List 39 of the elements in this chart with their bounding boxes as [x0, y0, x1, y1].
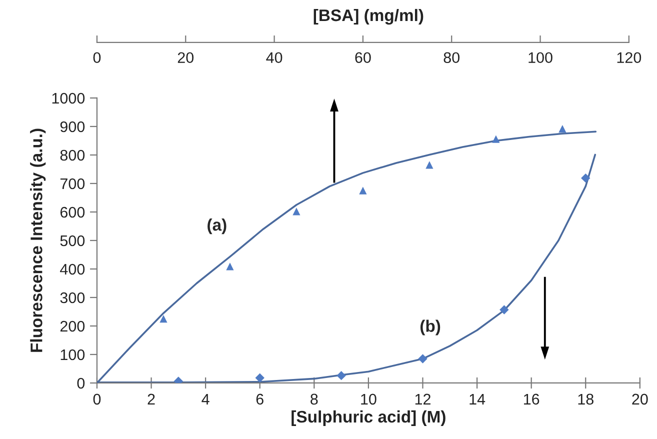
point — [255, 373, 264, 382]
x2-tick-label: 100 — [528, 52, 552, 64]
x-tick-label: 8 — [310, 394, 318, 405]
x-tick-label: 0 — [93, 394, 101, 405]
y-tick-label: 700 — [60, 178, 85, 190]
x-tick-label: 20 — [632, 394, 648, 405]
x-tick-label: 12 — [415, 394, 430, 404]
y-tick-label: 200 — [60, 320, 85, 332]
y-tick-label: 600 — [60, 206, 85, 218]
y-tick-label: 100 — [60, 349, 85, 360]
y-axis-title: Fluorescence Intensity (a.u.) — [30, 128, 46, 352]
x-tick-label: 14 — [470, 394, 486, 404]
y-tick-label: 500 — [60, 235, 85, 246]
x2-tick-label: 20 — [178, 52, 194, 64]
x-tick-label: 6 — [256, 394, 264, 405]
x2-tick-label: 80 — [444, 52, 460, 64]
x2-tick-label: 120 — [617, 52, 642, 64]
series-label: (b) — [420, 320, 440, 336]
point — [581, 173, 590, 183]
x-tick-label: 16 — [524, 394, 540, 405]
y-tick-label: 300 — [60, 292, 85, 304]
y-tick-label: 0 — [77, 378, 85, 389]
x-tick-label: 18 — [578, 394, 594, 405]
point — [336, 370, 346, 380]
x2-axis-title: [BSA] (mg/ml) — [314, 8, 424, 25]
y-tick-label: 400 — [60, 264, 85, 275]
y-tick-label: 1000 — [52, 92, 85, 104]
x2-tick-label: 40 — [266, 52, 282, 64]
x2-tick-label: 60 — [355, 52, 371, 64]
y-tick-label: 900 — [60, 121, 85, 132]
x-tick-label: 4 — [202, 394, 210, 404]
x2-tick-label: 0 — [93, 52, 101, 64]
x-tick-label: 2 — [148, 394, 155, 404]
series-label: (a) — [208, 218, 226, 234]
x-tick-label: 10 — [361, 394, 376, 405]
point — [418, 354, 428, 364]
x-axis-title: [Sulphuric acid] (M) — [292, 410, 446, 426]
point — [500, 305, 509, 314]
y-tick-label: 800 — [60, 150, 85, 161]
